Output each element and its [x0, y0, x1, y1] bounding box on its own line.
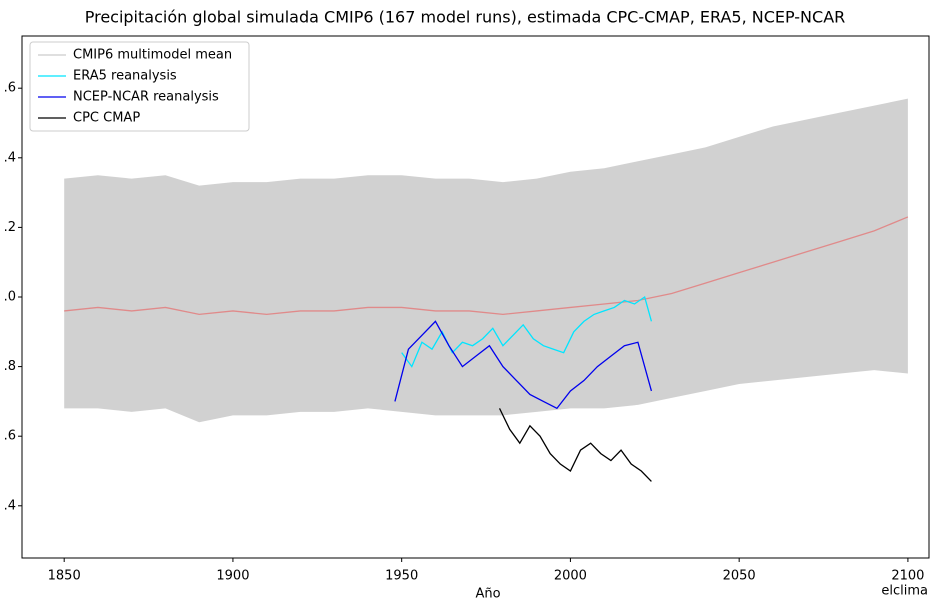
x-axis-label: Año: [475, 587, 500, 602]
y-tick-label: .2: [4, 220, 16, 235]
legend-label: NCEP-NCAR reanalysis: [73, 90, 219, 105]
chart-title: Precipitación global simulada CMIP6 (167…: [85, 8, 846, 27]
x-tick-label: 2100: [891, 569, 924, 584]
series-line: [498, 408, 652, 482]
series-line: [394, 320, 653, 410]
legend-label: ERA5 reanalysis: [73, 69, 177, 84]
series-line: [64, 216, 909, 316]
y-tick-label: .6: [4, 429, 16, 444]
y-tick-label: .4: [4, 498, 16, 513]
y-tick-label: .6: [4, 81, 16, 96]
x-tick-label: 2000: [554, 569, 587, 584]
annotation: elclima: [881, 584, 928, 599]
x-tick-label: 2050: [723, 569, 756, 584]
model-range: [64, 98, 908, 423]
x-tick-label: 1850: [48, 569, 81, 584]
legend-label: CPC CMAP: [73, 111, 140, 126]
x-tick-label: 1900: [216, 569, 249, 584]
legend-box: [29, 41, 250, 132]
y-tick-label: .0: [4, 290, 16, 305]
y-tick-label: .4: [4, 150, 16, 165]
x-tick-label: 1950: [385, 569, 418, 584]
y-tick-label: .8: [4, 359, 16, 374]
legend-label: CMIP6 multimodel mean: [73, 48, 232, 63]
